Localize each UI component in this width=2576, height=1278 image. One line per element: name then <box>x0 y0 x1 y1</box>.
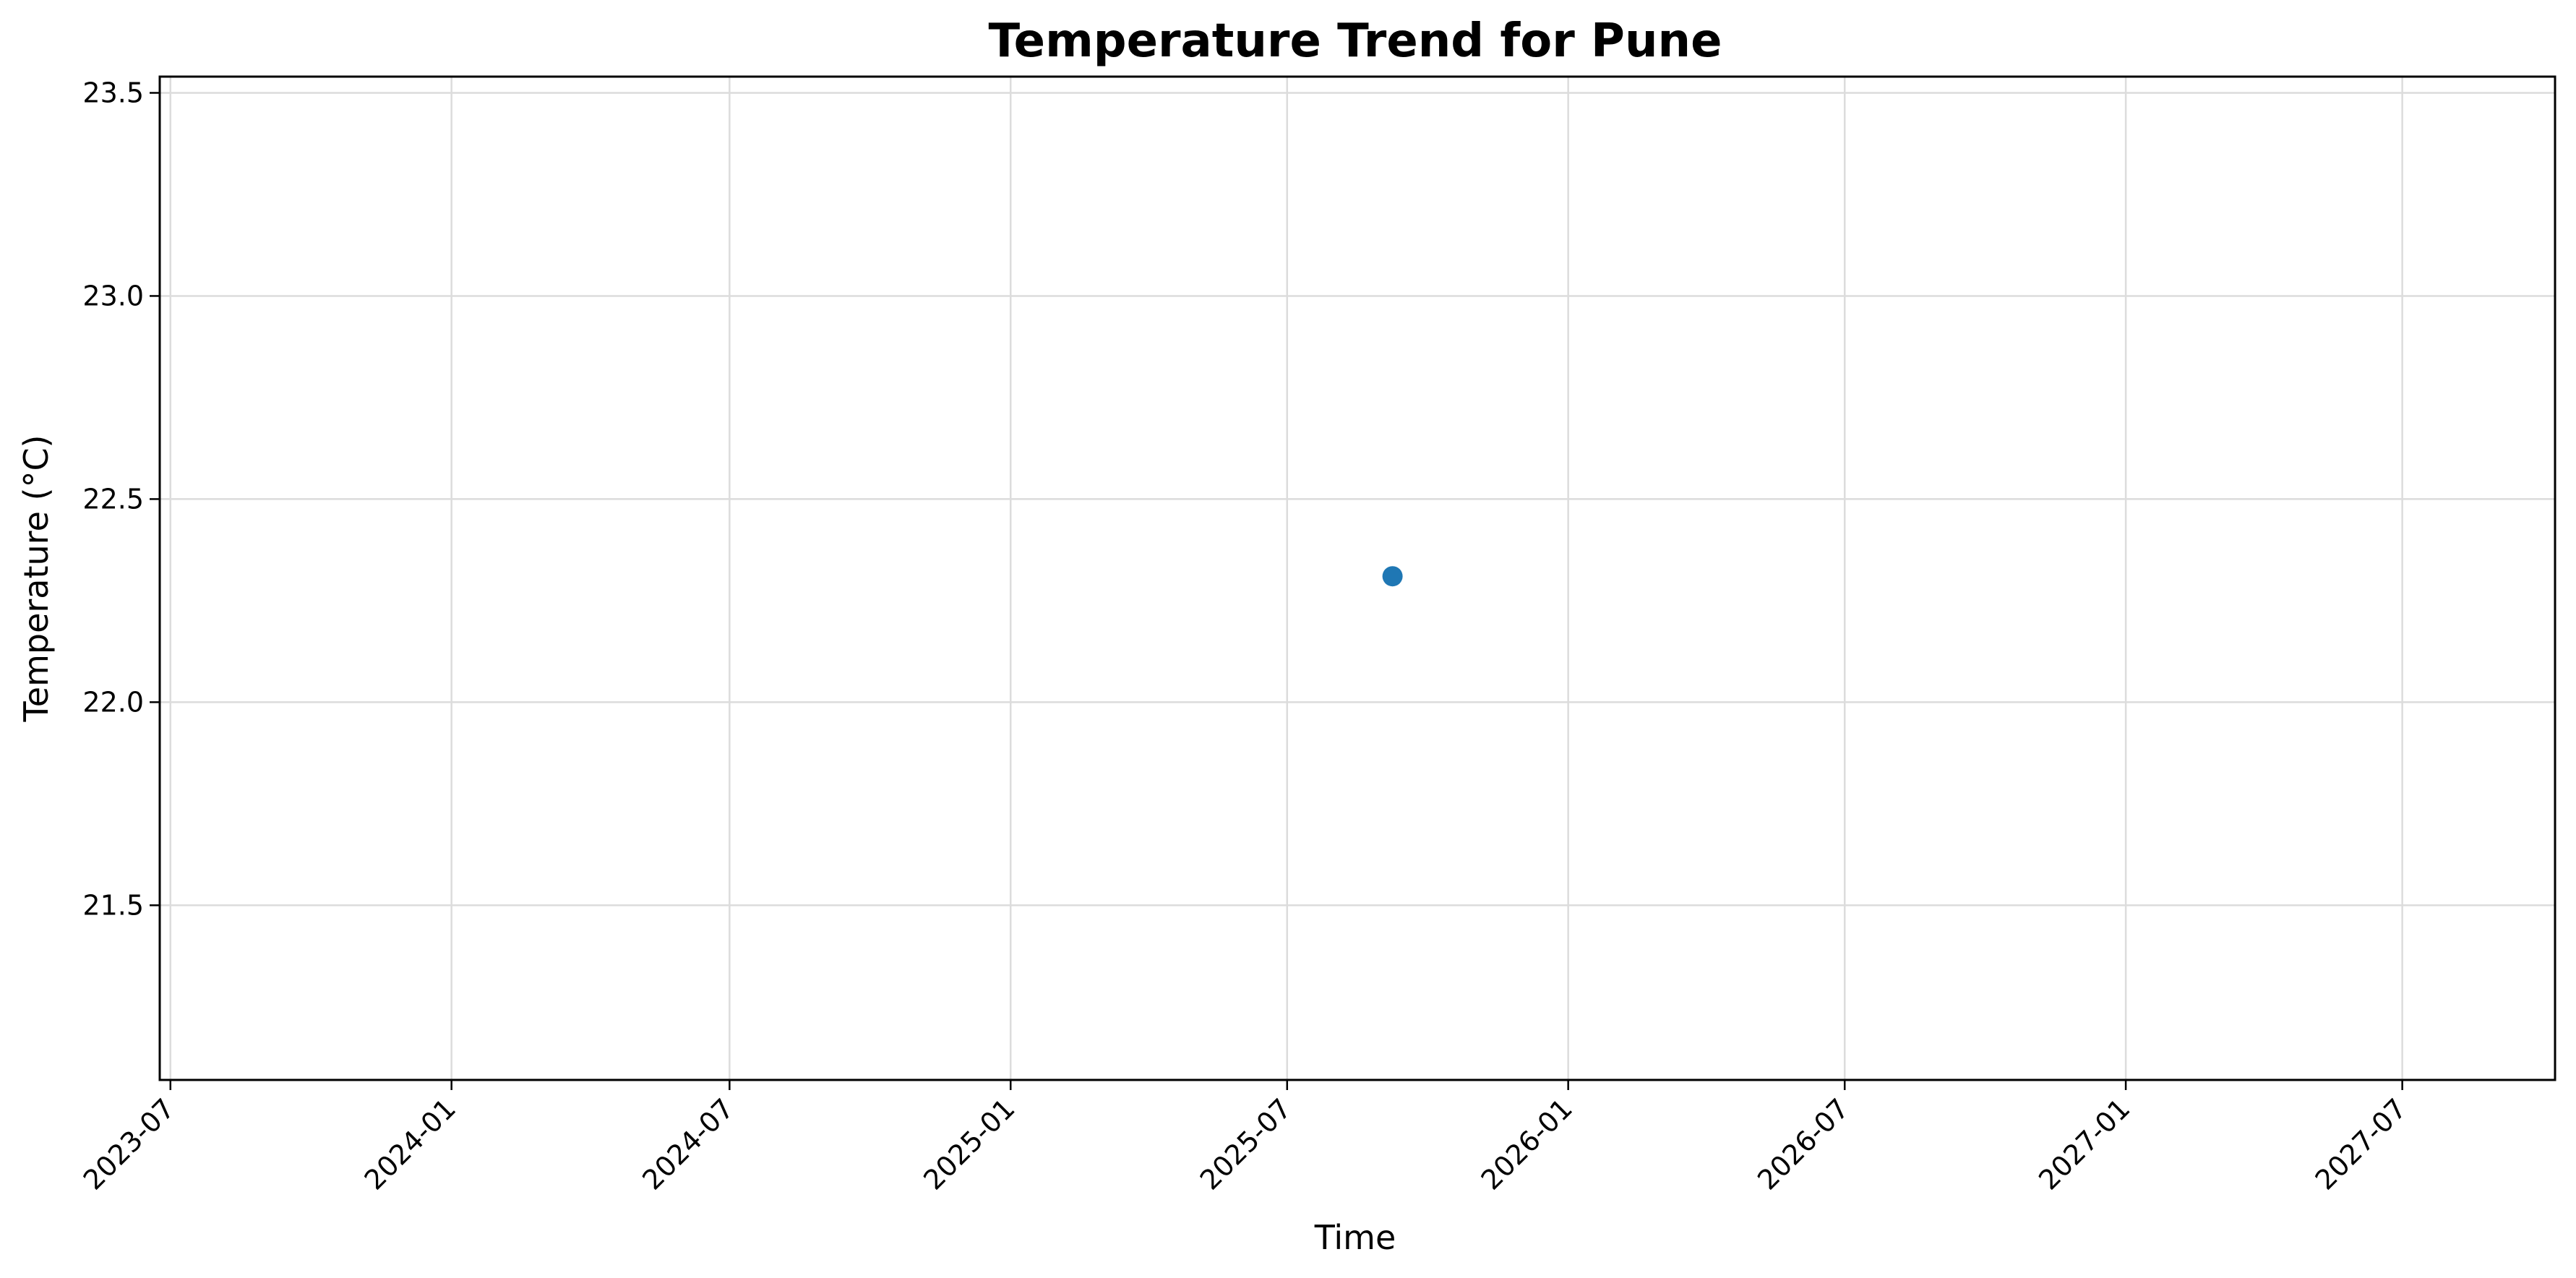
chart-title: Temperature Trend for Pune <box>989 14 1722 68</box>
data-point <box>1382 566 1403 587</box>
x-axis-label: Time <box>1314 1218 1396 1257</box>
y-tick-label: 22.0 <box>82 686 144 718</box>
y-tick-label: 21.5 <box>82 889 144 921</box>
grid-lines <box>160 77 2555 1080</box>
y-tick-label: 22.5 <box>82 483 144 515</box>
y-axis-label: Temperature (°C) <box>17 434 56 722</box>
data-points <box>1382 566 1403 587</box>
y-tick-label: 23.5 <box>82 77 144 108</box>
y-tick-label: 23.0 <box>82 280 144 312</box>
plot-frame <box>158 75 2556 1081</box>
